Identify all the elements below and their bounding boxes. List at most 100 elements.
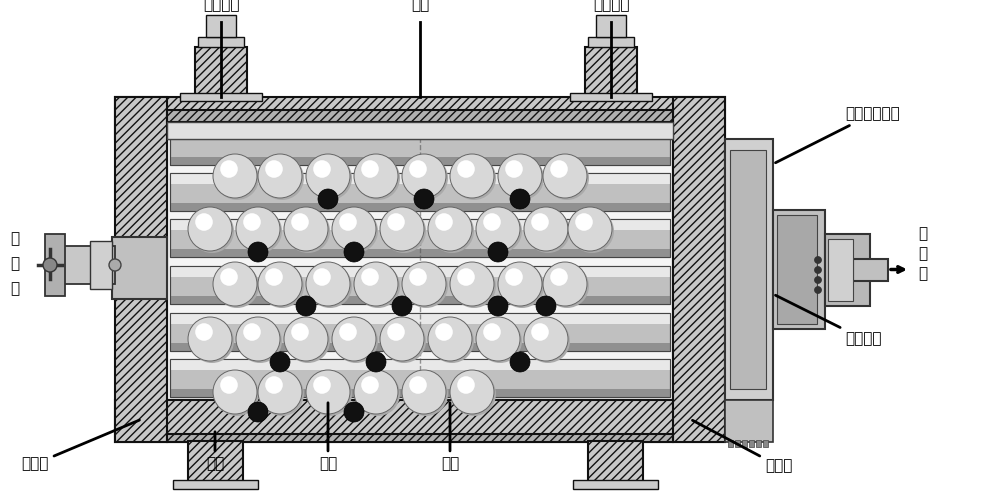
Circle shape — [270, 352, 290, 372]
Bar — [170, 173, 670, 211]
Circle shape — [430, 319, 474, 363]
Circle shape — [356, 264, 400, 308]
Circle shape — [286, 319, 330, 363]
Text: 出: 出 — [918, 227, 927, 242]
Text: 管轴齿轮: 管轴齿轮 — [775, 295, 882, 346]
Circle shape — [550, 268, 568, 286]
Circle shape — [409, 160, 427, 178]
Circle shape — [260, 372, 304, 416]
Circle shape — [450, 370, 494, 414]
Bar — [853, 259, 888, 281]
Circle shape — [382, 209, 426, 253]
Circle shape — [402, 262, 446, 306]
Circle shape — [306, 154, 350, 198]
Circle shape — [332, 317, 376, 361]
Circle shape — [260, 264, 304, 308]
Bar — [115, 97, 167, 442]
Circle shape — [478, 319, 522, 363]
Text: 辅轴承: 辅轴承 — [21, 420, 139, 471]
Text: 主轴: 主轴 — [411, 0, 429, 12]
Circle shape — [248, 402, 268, 422]
Circle shape — [258, 370, 302, 414]
Bar — [777, 215, 817, 324]
Bar — [588, 37, 634, 47]
Circle shape — [215, 264, 259, 308]
Bar — [170, 204, 670, 211]
Circle shape — [313, 268, 331, 286]
Circle shape — [313, 376, 331, 394]
Circle shape — [814, 287, 822, 293]
Bar — [725, 139, 773, 400]
Circle shape — [510, 189, 530, 209]
Circle shape — [550, 160, 568, 178]
Circle shape — [356, 156, 400, 200]
Circle shape — [265, 376, 283, 394]
Circle shape — [526, 209, 570, 253]
Bar — [180, 93, 262, 101]
Circle shape — [291, 323, 309, 341]
Circle shape — [361, 376, 379, 394]
Circle shape — [248, 242, 268, 262]
Circle shape — [488, 296, 508, 316]
Circle shape — [457, 268, 475, 286]
Circle shape — [236, 207, 280, 251]
Circle shape — [483, 323, 501, 341]
Text: 料: 料 — [918, 247, 927, 261]
Bar — [573, 480, 658, 489]
Circle shape — [306, 262, 350, 306]
Bar — [170, 127, 670, 138]
Circle shape — [543, 262, 587, 306]
Circle shape — [452, 264, 496, 308]
Circle shape — [354, 154, 398, 198]
Bar — [756, 440, 761, 447]
Bar — [749, 440, 754, 447]
Bar — [170, 313, 670, 325]
Circle shape — [814, 266, 822, 274]
Bar — [167, 139, 673, 400]
Circle shape — [188, 207, 232, 251]
Circle shape — [814, 256, 822, 263]
Bar — [170, 313, 670, 351]
Circle shape — [243, 323, 261, 341]
Bar — [725, 400, 773, 442]
Circle shape — [450, 154, 494, 198]
Bar — [763, 440, 768, 447]
Circle shape — [478, 209, 522, 253]
Bar — [170, 173, 670, 211]
Bar — [198, 37, 244, 47]
Circle shape — [313, 160, 331, 178]
Circle shape — [215, 372, 259, 416]
Circle shape — [220, 268, 238, 286]
Circle shape — [332, 207, 376, 251]
Circle shape — [392, 296, 412, 316]
Circle shape — [380, 317, 424, 361]
Bar — [170, 359, 670, 370]
Circle shape — [814, 277, 822, 284]
Circle shape — [265, 268, 283, 286]
Bar — [596, 15, 626, 37]
Circle shape — [382, 319, 426, 363]
Bar — [170, 219, 670, 230]
Text: 筒体摆动带轮: 筒体摆动带轮 — [775, 107, 900, 163]
Circle shape — [213, 370, 257, 414]
Circle shape — [215, 156, 259, 200]
Bar — [170, 158, 670, 165]
Circle shape — [109, 259, 121, 271]
Circle shape — [265, 160, 283, 178]
Bar — [90, 241, 112, 289]
Circle shape — [238, 209, 282, 253]
Bar — [170, 173, 670, 184]
Circle shape — [526, 319, 570, 363]
Circle shape — [286, 209, 330, 253]
Circle shape — [366, 352, 386, 372]
Circle shape — [428, 317, 472, 361]
Circle shape — [430, 209, 474, 253]
Bar — [170, 359, 670, 397]
Circle shape — [457, 376, 475, 394]
Circle shape — [409, 376, 427, 394]
Bar — [170, 313, 670, 351]
Text: 进: 进 — [10, 232, 19, 247]
Circle shape — [236, 317, 280, 361]
Circle shape — [339, 323, 357, 341]
Circle shape — [545, 264, 589, 308]
